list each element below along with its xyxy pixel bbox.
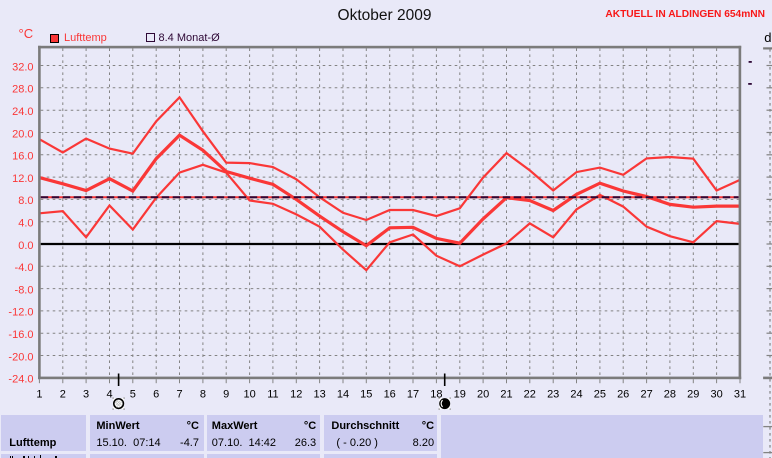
svg-text:20.0: 20.0 (12, 128, 33, 140)
svg-text:2: 2 (60, 388, 66, 400)
svg-text:-8.0: -8.0 (15, 284, 34, 296)
svg-text:-20.0: -20.0 (8, 351, 33, 363)
svg-text:14: 14 (337, 388, 349, 400)
svg-text:9: 9 (223, 388, 229, 400)
svg-text:d: d (764, 30, 771, 45)
svg-text:4.0: 4.0 (18, 218, 33, 230)
svg-text:25: 25 (594, 388, 606, 400)
svg-text:15: 15 (360, 388, 372, 400)
svg-text:21: 21 (500, 388, 512, 400)
svg-text:28.0: 28.0 (12, 84, 33, 96)
svg-text:-16.0: -16.0 (8, 329, 33, 341)
svg-text:19: 19 (454, 388, 466, 400)
svg-text:16.0: 16.0 (12, 151, 33, 163)
svg-text:12: 12 (290, 388, 302, 400)
svg-text:24: 24 (570, 388, 582, 400)
svg-text:28: 28 (664, 388, 676, 400)
svg-text:27: 27 (640, 388, 652, 400)
svg-text:12.0: 12.0 (12, 173, 33, 185)
svg-text:24.0: 24.0 (12, 106, 33, 118)
svg-text:31: 31 (734, 388, 746, 400)
svg-text:1: 1 (36, 388, 42, 400)
svg-text:0.0: 0.0 (18, 240, 33, 252)
svg-text:-12.0: -12.0 (8, 307, 33, 319)
svg-text:30: 30 (710, 388, 722, 400)
svg-text:13: 13 (313, 388, 325, 400)
svg-text:26: 26 (617, 388, 629, 400)
svg-text:29: 29 (687, 388, 699, 400)
svg-text:3: 3 (83, 388, 89, 400)
svg-text:23: 23 (547, 388, 559, 400)
svg-text:8: 8 (200, 388, 206, 400)
svg-text:8.0: 8.0 (18, 195, 33, 207)
svg-text:5: 5 (130, 388, 136, 400)
svg-text:-4.0: -4.0 (15, 262, 34, 274)
svg-text:17: 17 (407, 388, 419, 400)
svg-text:20: 20 (477, 388, 489, 400)
svg-text:22: 22 (524, 388, 536, 400)
svg-text:6: 6 (153, 388, 159, 400)
svg-text:32.0: 32.0 (12, 61, 33, 73)
svg-text:11: 11 (267, 388, 278, 400)
svg-text:4: 4 (106, 388, 112, 400)
svg-text:7: 7 (176, 388, 182, 400)
svg-text:-24.0: -24.0 (8, 374, 33, 386)
svg-text:18: 18 (430, 388, 442, 400)
svg-text:16: 16 (384, 388, 396, 400)
svg-text:10: 10 (243, 388, 255, 400)
